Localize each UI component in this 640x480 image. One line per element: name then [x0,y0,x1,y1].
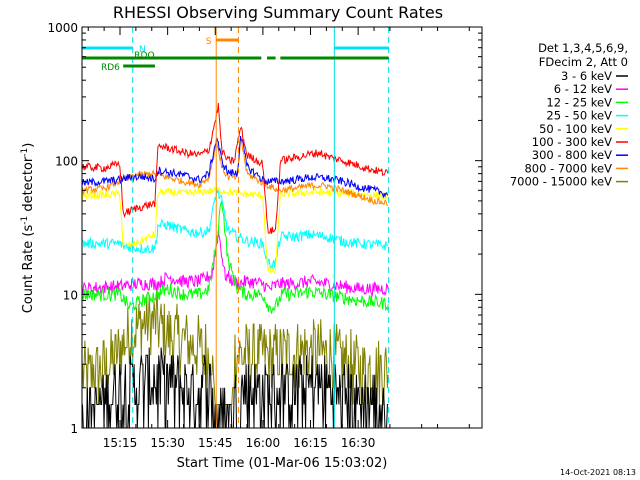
flag-label-rd6: RD6 [101,63,120,73]
legend-header-line-2: FDecim 2, Att 0 [539,55,628,69]
legend: Det 1,3,4,5,6,9, FDecim 2, Att 0 3 - 6 k… [510,41,628,189]
plot-area: N S RDO RD6 [82,27,390,428]
y-tick-label: 1 [70,422,78,436]
legend-label-5: 100 - 300 keV [532,135,612,149]
series-line-12-25-kev [82,199,389,314]
y-axis-label: Count Rate (s-1 detector-1) [20,143,36,314]
timestamp: 14-Oct-2021 08:13 [560,468,636,477]
legend-label-1: 6 - 12 keV [554,82,612,96]
legend-label-6: 300 - 800 keV [532,148,612,162]
flag-label-rdo: RDO [134,51,154,61]
series-line-3-6-kev [82,347,389,428]
legend-label-2: 12 - 25 keV [546,95,612,109]
legend-label-0: 3 - 6 keV [561,69,612,83]
x-tick-label: 15:30 [150,436,185,450]
chart-title: RHESSI Observing Summary Count Rates [113,3,443,22]
flag-label-s: S [206,37,212,47]
legend-label-8: 7000 - 15000 keV [510,175,612,189]
y-tick-label: 1000 [47,21,78,35]
legend-header-line-1: Det 1,3,4,5,6,9, [538,41,628,55]
x-tick-label: 16:30 [341,436,376,450]
series-line-300-800-kev [82,136,389,199]
legend-label-7: 800 - 7000 keV [524,161,612,175]
series-line-7000-15000-kev [82,291,389,405]
x-tick-label: 15:15 [103,436,138,450]
series-line-100-300-kev [82,102,389,234]
legend-label-4: 50 - 100 keV [539,122,612,136]
flag-label-n: N [139,45,146,55]
axes: 1 10 100 1000 15:15 15:30 15:45 16:00 16:15 16:30 [47,21,482,450]
x-tick-label: 16:00 [246,436,281,450]
x-tick-label: 16:15 [293,436,328,450]
legend-label-3: 25 - 50 keV [546,109,612,123]
series-line-800-7000-kev [82,138,389,206]
x-axis-label: Start Time (01-Mar-06 15:03:02) [177,456,388,471]
y-tick-label: 10 [63,288,78,302]
plot-frame [81,26,483,429]
x-tick-label: 15:45 [198,436,233,450]
y-tick-label: 100 [55,155,78,169]
